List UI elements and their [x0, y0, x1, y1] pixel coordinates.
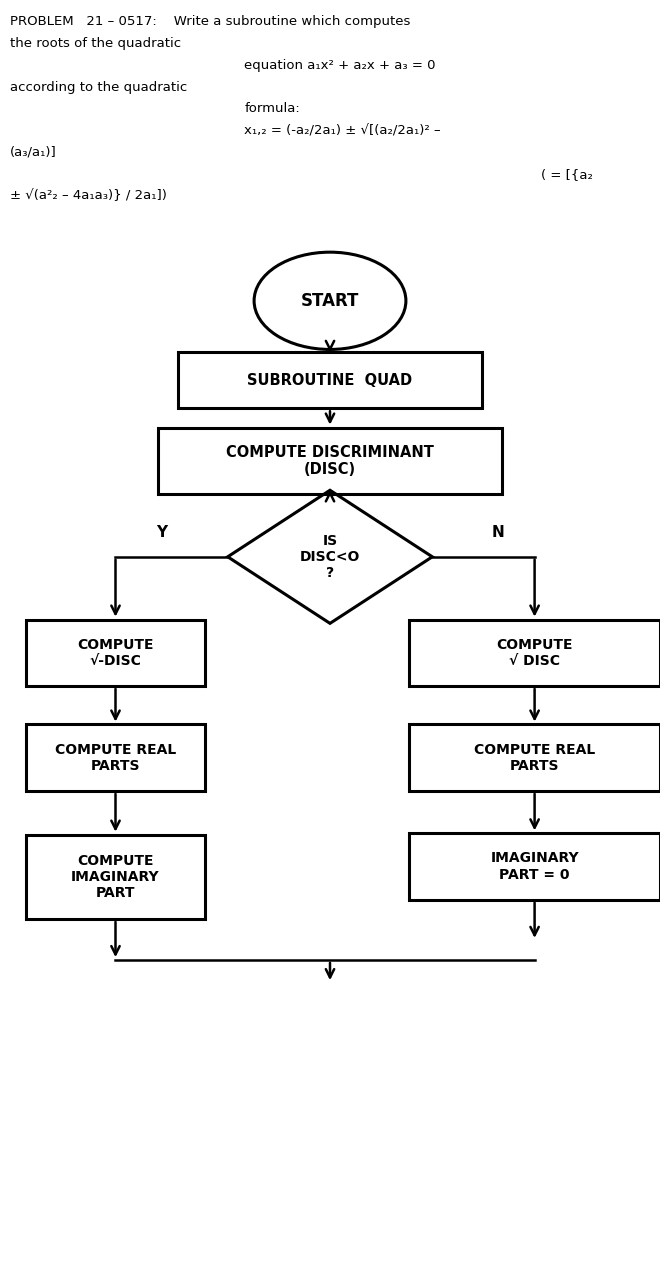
Bar: [178, 352, 482, 408]
Text: N: N: [492, 525, 505, 540]
Text: formula:: formula:: [244, 102, 300, 115]
Text: COMPUTE REAL
PARTS: COMPUTE REAL PARTS: [55, 742, 176, 773]
Text: SUBROUTINE  QUAD: SUBROUTINE QUAD: [248, 372, 412, 388]
Bar: [409, 833, 660, 900]
Text: COMPUTE DISCRIMINANT
(DISC): COMPUTE DISCRIMINANT (DISC): [226, 444, 434, 477]
Bar: [158, 428, 502, 494]
Text: START: START: [301, 292, 359, 310]
Text: ± √(a²₂ – 4a₁a₃)} / 2a₁]): ± √(a²₂ – 4a₁a₃)} / 2a₁]): [10, 189, 167, 202]
Text: COMPUTE
√-DISC: COMPUTE √-DISC: [77, 637, 154, 668]
Text: COMPUTE
IMAGINARY
PART: COMPUTE IMAGINARY PART: [71, 854, 160, 900]
Text: Y: Y: [156, 525, 167, 540]
Text: x₁,₂ = (-a₂/2a₁) ± √[(a₂/2a₁)² –: x₁,₂ = (-a₂/2a₁) ± √[(a₂/2a₁)² –: [244, 124, 441, 137]
Text: equation a₁x² + a₂x + a₃ = 0: equation a₁x² + a₂x + a₃ = 0: [244, 59, 436, 72]
Text: COMPUTE
√ DISC: COMPUTE √ DISC: [496, 637, 573, 668]
Text: ( = [{a₂: ( = [{a₂: [541, 168, 593, 180]
Text: IS
DISC<O
?: IS DISC<O ?: [300, 534, 360, 580]
Text: PROBLEM   21 – 0517:    Write a subroutine which computes: PROBLEM 21 – 0517: Write a subroutine wh…: [10, 15, 411, 28]
Bar: [26, 724, 205, 791]
Text: according to the quadratic: according to the quadratic: [10, 81, 187, 93]
Text: COMPUTE REAL
PARTS: COMPUTE REAL PARTS: [474, 742, 595, 773]
Text: (a₃/a₁)]: (a₃/a₁)]: [10, 146, 57, 159]
Bar: [409, 724, 660, 791]
Bar: [409, 620, 660, 686]
Bar: [26, 620, 205, 686]
Text: IMAGINARY
PART = 0: IMAGINARY PART = 0: [490, 851, 579, 882]
Bar: [26, 835, 205, 919]
Text: the roots of the quadratic: the roots of the quadratic: [10, 37, 181, 50]
